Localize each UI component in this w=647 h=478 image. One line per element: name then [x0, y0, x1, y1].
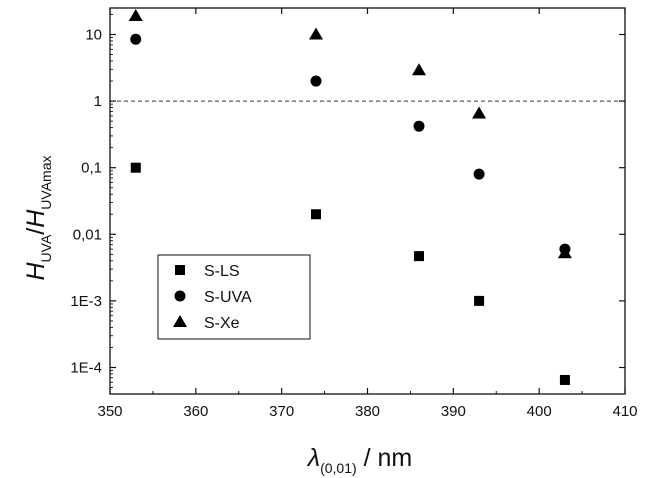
x-tick-label: 400 [527, 403, 552, 420]
axes: 350 360 370 380 390 400 410 1E-4 1E-3 0,01 0,1 1 10 [70, 7, 638, 420]
x-tick-label: 360 [183, 403, 208, 420]
legend-marker-s-uva [174, 290, 186, 302]
y-axis-title-h2: H [22, 209, 50, 228]
y-tick-label: 1 [94, 93, 102, 110]
legend-label: S-LS [204, 263, 240, 280]
data-point-s-ls [474, 295, 485, 306]
x-tick-label: 390 [441, 403, 466, 420]
legend-label: S-UVA [204, 289, 252, 306]
data-point-s-uva [413, 120, 425, 132]
data-point-s-ls [559, 374, 570, 385]
x-tick-label: 370 [269, 403, 294, 420]
data-point-s-uva [310, 75, 322, 87]
legend-marker-s-ls [175, 265, 185, 275]
data-point-s-xe [128, 8, 143, 21]
y-axis-title: HUVA/HUVAmax [22, 155, 54, 280]
y-tick-label: 0,1 [81, 160, 102, 177]
y-axis-title-sub1: UVA [38, 234, 54, 262]
x-axis-title-symbol: λ [306, 444, 320, 472]
y-tick-label: 1E-4 [70, 359, 102, 376]
x-axis-title-unit: / nm [357, 444, 413, 472]
legend-marker-s-xe [173, 315, 187, 327]
x-axis-title: λ(0,01) / nm [306, 444, 412, 476]
data-point-s-ls [311, 209, 321, 220]
data-point-s-xe [309, 27, 323, 40]
legend: S-LS S-UVA S-Xe [157, 254, 311, 340]
data-point-s-uva [473, 168, 485, 180]
x-tick-label: 410 [612, 403, 637, 420]
x-tick-label: 380 [355, 403, 380, 420]
y-axis-title-slash: / [22, 228, 50, 235]
data-point-s-ls [414, 251, 424, 262]
x-tick-label: 350 [97, 403, 122, 420]
data-point-s-xe [412, 63, 426, 76]
y-tick-label: 10 [85, 27, 102, 44]
legend-label: S-Xe [204, 315, 240, 332]
data-point-s-xe [472, 106, 487, 119]
data-point-s-ls [130, 162, 141, 173]
plot-area [110, 8, 625, 385]
y-axis-title-sub2: UVAmax [38, 155, 54, 209]
data-point-s-xe [557, 246, 572, 259]
y-tick-label: 0,01 [73, 226, 102, 243]
x-axis-title-subscript: (0,01) [320, 460, 357, 476]
data-point-s-uva [130, 33, 142, 45]
y-axis-title-h: H [22, 262, 50, 281]
y-tick-label: 1E-3 [70, 293, 102, 310]
